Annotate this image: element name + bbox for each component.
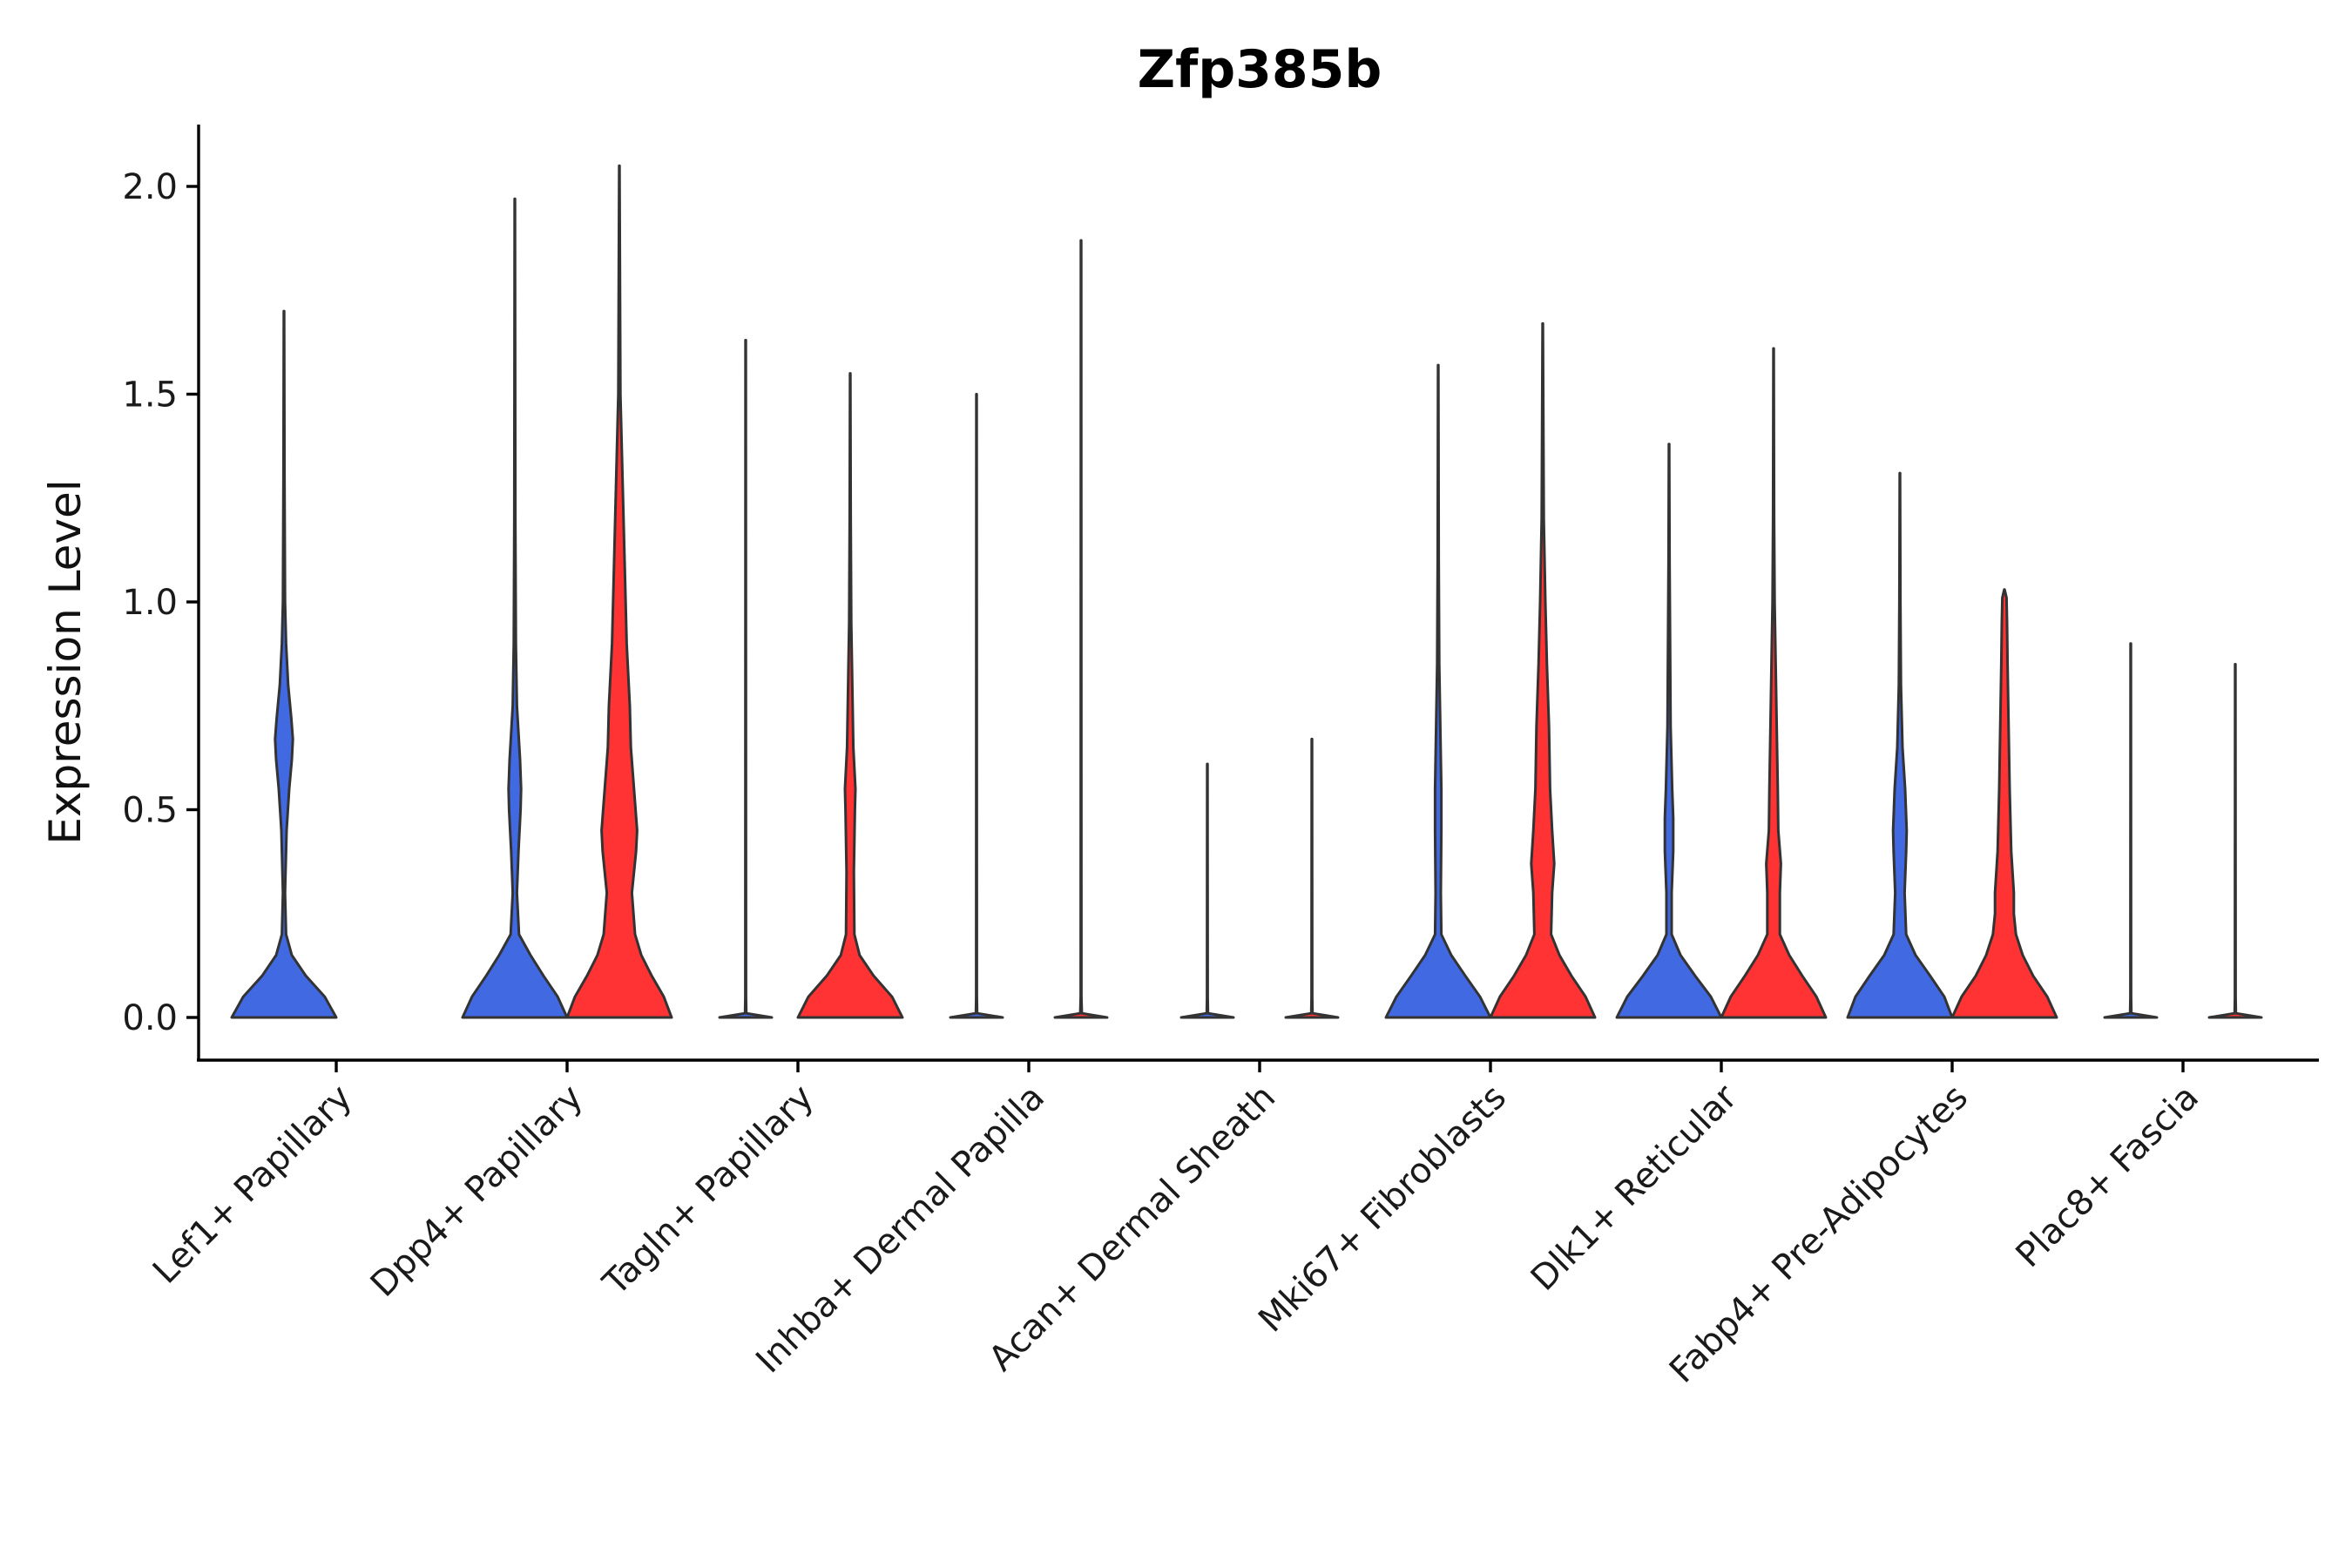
violin-group2: [1284, 737, 1340, 1019]
x-axis-ticks: Lef1+ Papillary Dpp4+ Papillary Tagln+ Pap…: [145, 1060, 2207, 1391]
violin-group2: [796, 372, 904, 1019]
violin-group2: [1489, 321, 1597, 1019]
violin-group1: [1846, 471, 1954, 1019]
violin-group2: [565, 164, 673, 1019]
violin-group2: [1720, 347, 1828, 1019]
y-axis-ticks: 0.0 0.5 1.0 1.5 2.0: [122, 167, 199, 1038]
y-tick-label: 1.5: [122, 375, 178, 416]
y-tick-label: 0.5: [122, 791, 178, 831]
y-axis-title: Expression Level: [40, 479, 91, 844]
violin-group1: [230, 309, 338, 1019]
y-tick-label: 1.0: [122, 583, 178, 623]
violin-group1: [1384, 363, 1492, 1019]
x-tick-label: Tagln+ Papillary: [595, 1078, 821, 1304]
x-tick-label: Dpp4+ Papillary: [363, 1078, 591, 1305]
x-tick-label: Lef1+ Papillary: [145, 1078, 360, 1292]
x-tick-label: Mki67+ Fibroblasts: [1251, 1078, 1514, 1341]
violin-group2: [1950, 588, 2058, 1019]
violin-group1: [461, 197, 569, 1019]
x-tick-label: Dlk1+ Reticular: [1524, 1077, 1746, 1299]
violin-group1: [718, 339, 774, 1019]
violin-group1: [2103, 642, 2159, 1019]
y-tick-label: 2.0: [122, 167, 178, 207]
violin-group: [230, 164, 2263, 1019]
violin-group1: [1615, 443, 1723, 1019]
violin-group2: [2207, 663, 2263, 1019]
violin-group2: [1053, 239, 1109, 1019]
violin-group1: [949, 393, 1004, 1019]
x-tick-label: Plac8+ Fascia: [2009, 1078, 2207, 1276]
chart-title: Zfp385b: [1138, 39, 1382, 100]
y-tick-label: 0.0: [122, 998, 178, 1038]
violin-group1: [1179, 762, 1235, 1019]
